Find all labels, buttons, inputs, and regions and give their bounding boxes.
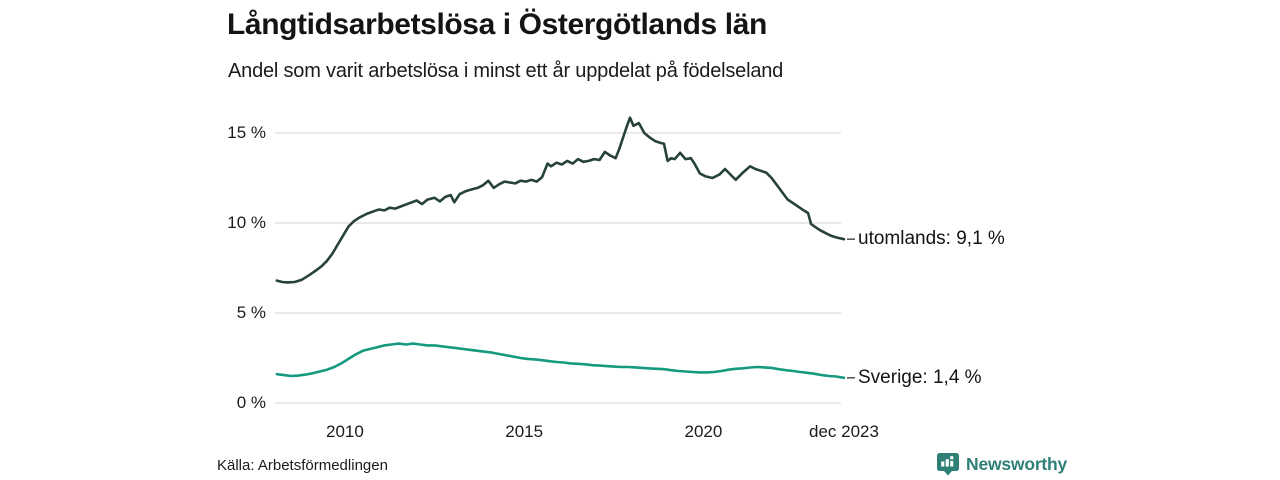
x-tick-label: 2015 xyxy=(505,422,544,441)
y-tick-label: 0 % xyxy=(236,393,266,412)
series-end-label-Sverige: Sverige: 1,4 % xyxy=(858,366,982,388)
x-tick-label: dec 2023 xyxy=(809,422,879,441)
newsworthy-logo-icon xyxy=(937,453,959,476)
newsworthy-logo[interactable]: Newsworthy xyxy=(936,452,1067,476)
x-tick-label: 2010 xyxy=(325,422,364,441)
series-line-utomlands xyxy=(275,116,846,284)
chart-title: Långtidsarbetslösa i Östergötlands län xyxy=(227,8,767,41)
y-tick-label: 5 % xyxy=(236,303,266,322)
series-end-label-utomlands: utomlands: 9,1 % xyxy=(858,228,1005,250)
newsworthy-logo-text: Newsworthy xyxy=(966,453,1068,474)
x-tick-label: 2020 xyxy=(684,422,723,441)
series-line-Sverige xyxy=(275,342,846,380)
y-tick-label: 15 % xyxy=(227,123,266,142)
chart-subtitle: Andel som varit arbetslösa i minst ett å… xyxy=(228,60,784,82)
y-tick-label: 10 % xyxy=(227,213,266,232)
source-note: Källa: Arbetsförmedlingen xyxy=(217,457,388,474)
